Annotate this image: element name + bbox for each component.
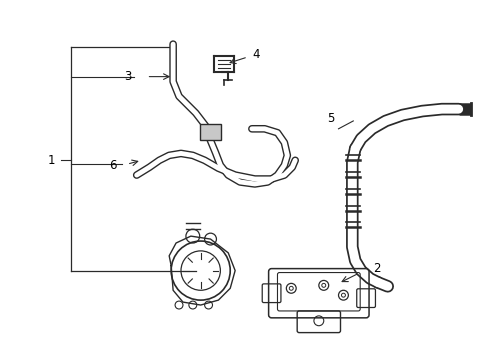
FancyBboxPatch shape [199, 124, 221, 140]
Text: 6: 6 [109, 159, 117, 172]
Text: 3: 3 [124, 70, 131, 83]
Text: 2: 2 [372, 262, 380, 275]
Text: 4: 4 [251, 49, 259, 62]
Text: 5: 5 [326, 112, 334, 125]
Text: 1: 1 [47, 154, 55, 167]
